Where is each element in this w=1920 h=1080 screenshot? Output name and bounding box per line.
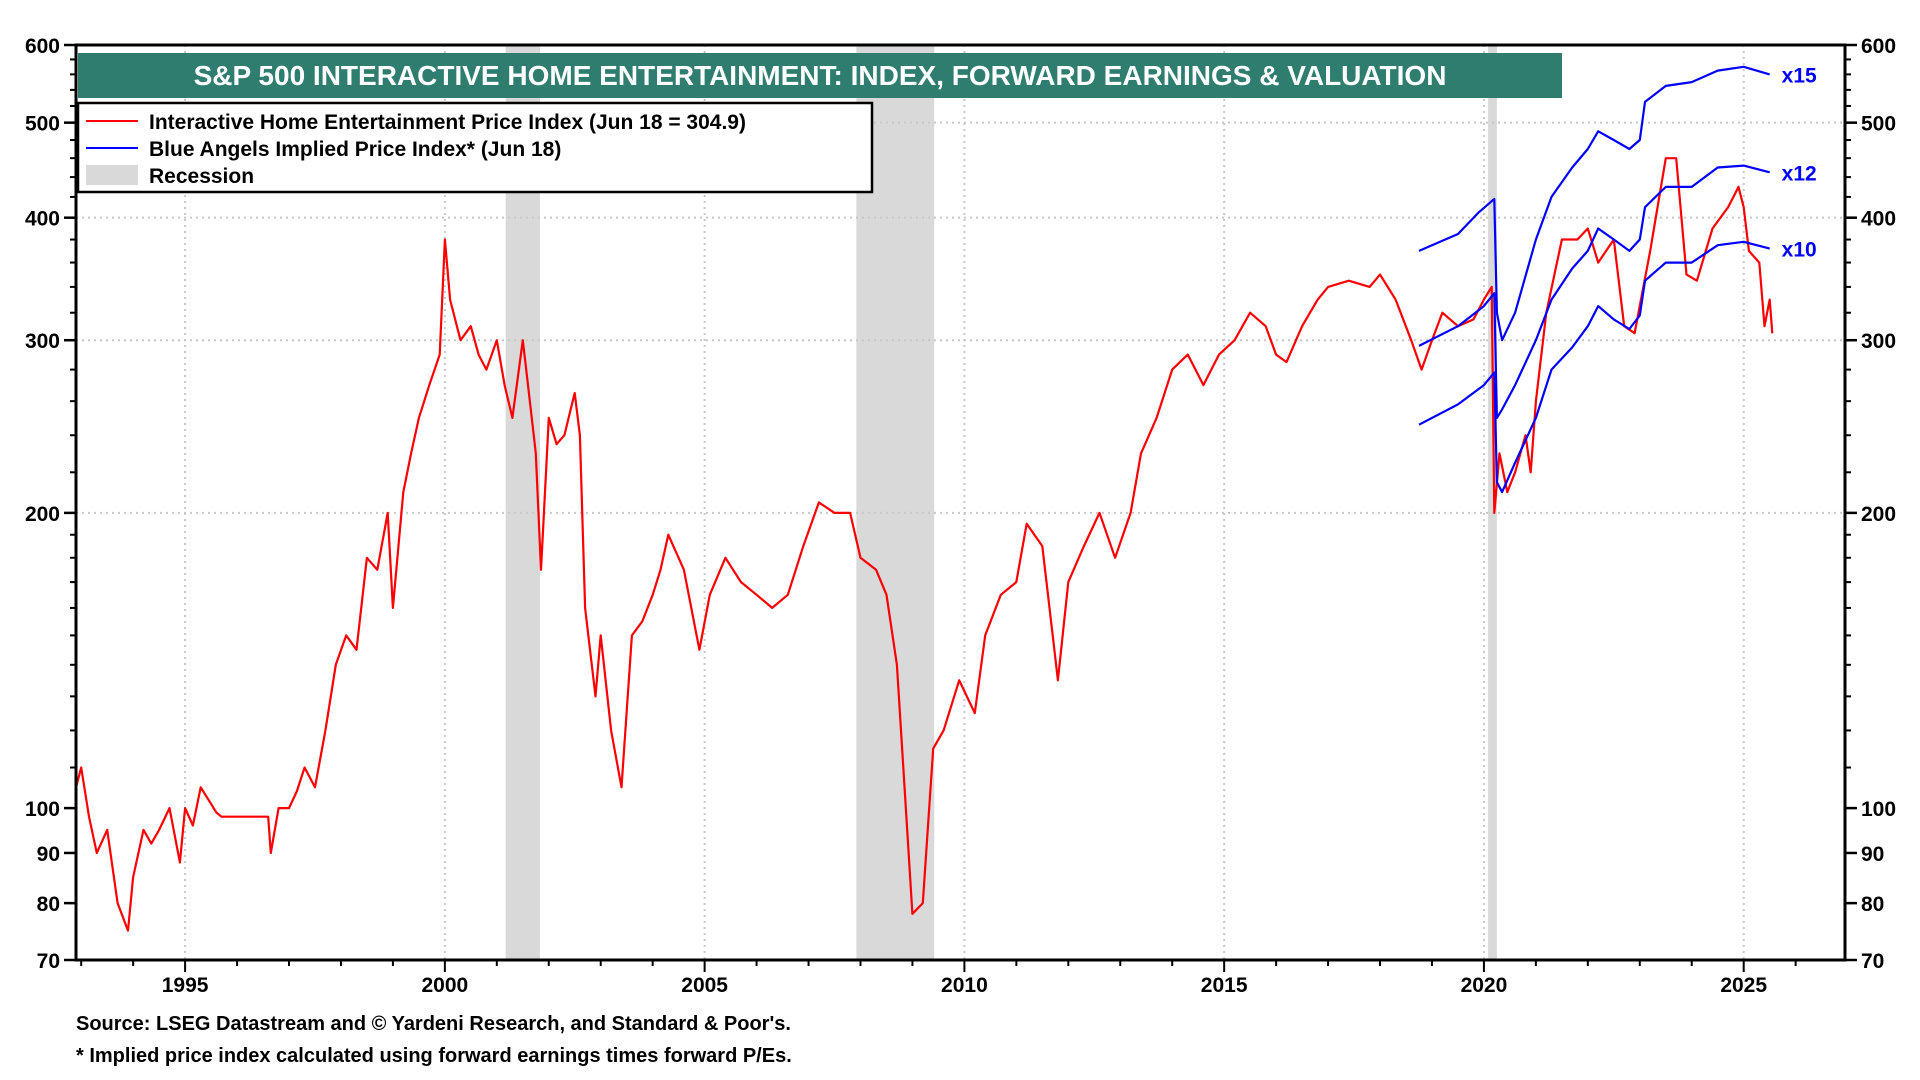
legend-label: Recession	[149, 165, 254, 188]
footnote: * Implied price index calculated using f…	[76, 1045, 792, 1067]
x-tick-label: 1995	[162, 974, 209, 997]
y-tick-label-left: 300	[25, 330, 60, 353]
recession-band	[856, 45, 935, 960]
series-line-interactive-home-entertainment-price-index	[74, 157, 1774, 932]
legend-label: Interactive Home Entertainment Price Ind…	[149, 111, 746, 134]
legend-box	[76, 101, 874, 194]
recession-band	[1488, 45, 1497, 960]
y-tick-label-left: 70	[37, 950, 60, 973]
chart-title: S&P 500 INTERACTIVE HOME ENTERTAINMENT: …	[194, 60, 1447, 91]
series-label: x12	[1782, 162, 1817, 185]
series-label: x15	[1782, 64, 1817, 87]
legend-label: Blue Angels Implied Price Index* (Jun 18…	[149, 138, 561, 161]
series-line-x12	[1418, 164, 1770, 419]
y-tick-label-right: 600	[1861, 35, 1896, 58]
y-tick-label-left: 200	[25, 503, 60, 526]
y-tick-label-right: 500	[1861, 113, 1896, 136]
series-line-x10	[1418, 240, 1770, 494]
series-label: x10	[1782, 239, 1817, 262]
y-tick-label-right: 80	[1861, 893, 1884, 916]
y-tick-label-right: 200	[1861, 503, 1896, 526]
y-tick-label-right: 100	[1861, 798, 1896, 821]
legend-swatch	[86, 165, 138, 185]
y-tick-label-left: 400	[25, 208, 60, 231]
x-tick-label: 2015	[1201, 974, 1248, 997]
y-tick-label-left: 100	[25, 798, 60, 821]
x-tick-label: 2025	[1720, 974, 1767, 997]
y-tick-label-right: 400	[1861, 208, 1896, 231]
recession-band	[505, 45, 540, 960]
x-tick-label: 2010	[941, 974, 988, 997]
y-tick-label-right: 300	[1861, 330, 1896, 353]
x-tick-label: 2000	[422, 974, 469, 997]
series-line-x15	[1418, 65, 1771, 342]
y-tick-label-right: 70	[1861, 950, 1884, 973]
plot-frame	[74, 43, 1847, 962]
y-tick-label-right: 90	[1861, 843, 1884, 866]
source-note: Source: LSEG Datastream and © Yardeni Re…	[76, 1013, 791, 1035]
x-tick-label: 2020	[1461, 974, 1508, 997]
y-tick-label-left: 600	[25, 35, 60, 58]
x-tick-label: 2005	[681, 974, 728, 997]
y-tick-label-left: 500	[25, 113, 60, 136]
y-tick-label-left: 80	[37, 893, 60, 916]
y-tick-label-left: 90	[37, 843, 60, 866]
title-banner	[78, 53, 1562, 98]
